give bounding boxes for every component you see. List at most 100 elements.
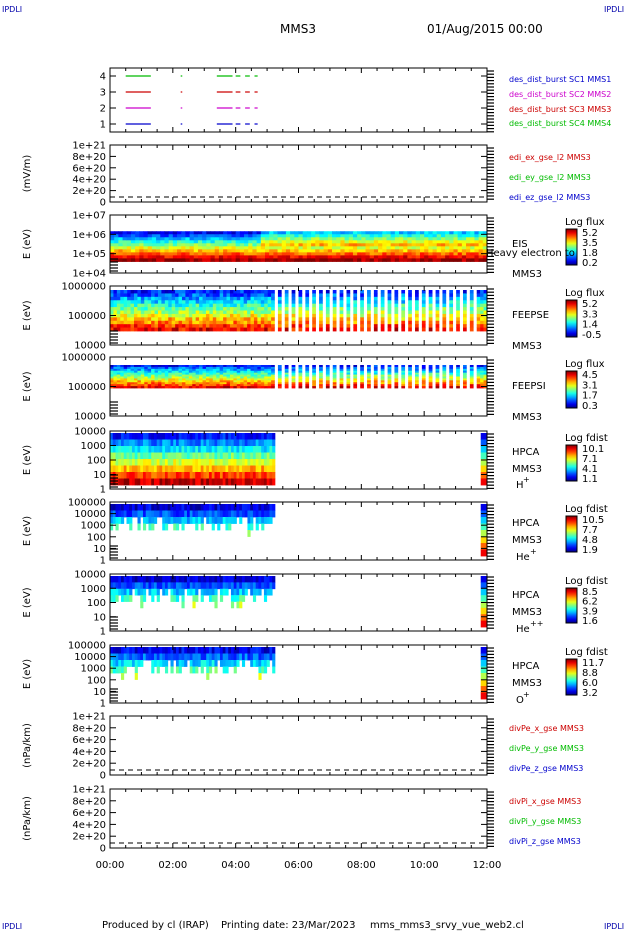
- spectrogram-cell: [247, 320, 251, 325]
- spectrogram-cell: [134, 588, 138, 596]
- spectrogram-cell: [127, 300, 131, 305]
- spectrogram-cell: [482, 258, 488, 262]
- spectrogram-cell: [202, 290, 207, 294]
- spectrogram-cell: [378, 234, 383, 238]
- spectrogram-cell: [428, 300, 433, 305]
- spectrogram-cell: [219, 366, 224, 370]
- spectrogram-cell: [170, 517, 174, 524]
- spectrogram-cell: [133, 366, 138, 370]
- spectrogram-cell: [110, 237, 115, 241]
- spectrogram-cell: [127, 368, 131, 372]
- spectrogram-cell: [188, 324, 193, 328]
- spectrogram-cell: [319, 368, 323, 372]
- spectrogram-cell: [208, 465, 213, 473]
- spectrogram-cell: [315, 234, 320, 238]
- spectrogram-cell: [233, 370, 238, 374]
- spectrogram-cell: [222, 433, 226, 440]
- spectrogram-cell: [463, 327, 467, 332]
- colorbar-tick-label: 0.2: [582, 258, 598, 269]
- spectrogram-cell: [126, 459, 130, 466]
- spectrogram-cell: [257, 310, 262, 315]
- spectrogram-cell: [178, 510, 182, 518]
- spectrogram-cell: [463, 365, 467, 368]
- spectrogram-cell: [285, 252, 291, 256]
- spectrogram-cell: [135, 237, 140, 241]
- spectrogram-cell: [230, 459, 235, 466]
- spectrogram-cell: [164, 382, 169, 385]
- spectrogram-cell: [260, 380, 265, 383]
- spectrogram-cell: [212, 300, 217, 305]
- spectrogram-cell: [118, 576, 122, 583]
- spectrogram-cell: [380, 307, 385, 311]
- spectrogram-cell: [195, 313, 200, 318]
- spectrogram-cell: [147, 258, 153, 262]
- spectrogram-cell: [159, 439, 163, 447]
- spectrogram-cell: [133, 368, 138, 372]
- spectrogram-cell: [192, 303, 196, 308]
- spectrogram-cell: [463, 380, 467, 383]
- spectrogram-cell: [483, 300, 488, 305]
- spectrogram-cell: [216, 290, 220, 294]
- spectrogram-cell: [269, 653, 273, 661]
- spectrogram-cell: [192, 376, 196, 379]
- spectrogram-cell: [211, 523, 215, 531]
- spectrogram-cell: [140, 290, 145, 294]
- spectrogram-cell: [476, 320, 481, 325]
- spectrogram-cell: [236, 465, 240, 473]
- spectrogram-cell: [456, 365, 460, 368]
- spectrogram-cell: [188, 290, 193, 294]
- spectrogram-cell: [175, 517, 180, 524]
- spectrogram-cell: [435, 365, 440, 368]
- spectrogram-cell: [161, 376, 166, 379]
- spectrogram-cell: [264, 365, 268, 368]
- spectrogram-cell: [247, 433, 251, 440]
- spectrogram-cell: [181, 459, 185, 466]
- colorbar-hpca_o: [565, 658, 578, 696]
- spectrogram-cell: [277, 296, 282, 301]
- y-axis-label: (mV/m): [22, 155, 33, 193]
- spectrogram-cell: [197, 452, 202, 460]
- spectrogram-cell: [243, 293, 248, 298]
- spectrogram-cell: [156, 576, 160, 583]
- spectrogram-cell: [273, 246, 279, 250]
- spectrogram-cell: [239, 517, 243, 524]
- spectrogram-cell: [223, 243, 228, 247]
- spectrogram-cell: [129, 504, 133, 511]
- spectrogram-cell: [240, 327, 244, 332]
- spectrogram-cell: [209, 384, 214, 387]
- spectrogram-cell: [203, 647, 207, 654]
- spectrogram-cell: [168, 296, 172, 301]
- spectrogram-cell: [230, 660, 235, 667]
- colorbar-tick-label: 1.6: [582, 616, 598, 627]
- spectrogram-cell: [257, 370, 262, 374]
- spectrogram-cell: [250, 465, 254, 473]
- spectrogram-cell: [212, 307, 217, 311]
- spectrogram-cell: [449, 380, 454, 383]
- spectrogram-cell: [436, 237, 442, 241]
- spectrogram-cell: [164, 647, 169, 654]
- spectrogram-cell: [290, 243, 295, 247]
- spectrogram-cell: [442, 293, 447, 298]
- spectrogram-cell: [252, 472, 257, 479]
- spectrogram-cell: [157, 327, 162, 332]
- spectrogram-cell: [134, 660, 138, 667]
- spectrogram-cell: [195, 320, 200, 325]
- spectrogram-cell: [257, 320, 262, 325]
- spectrogram-cell: [173, 446, 177, 453]
- spectrogram-cell: [162, 653, 166, 661]
- spectrogram-cell: [378, 237, 383, 241]
- spectrogram-cell: [339, 372, 344, 375]
- spectrogram-cell: [277, 386, 282, 389]
- spectrogram-cell: [428, 327, 433, 332]
- spectrogram-cell: [442, 320, 447, 325]
- spectrogram-cell: [126, 249, 132, 253]
- spectrogram-cell: [203, 459, 207, 466]
- spectrogram-cell: [373, 313, 378, 318]
- spectrogram-cell: [480, 595, 487, 602]
- spectrogram-cell: [171, 310, 176, 315]
- spectrogram-cell: [151, 313, 155, 318]
- spectrogram-cell: [269, 249, 274, 253]
- spectrogram-cell: [233, 384, 238, 387]
- spectrogram-cell: [126, 647, 130, 654]
- spectrogram-cell: [272, 478, 276, 486]
